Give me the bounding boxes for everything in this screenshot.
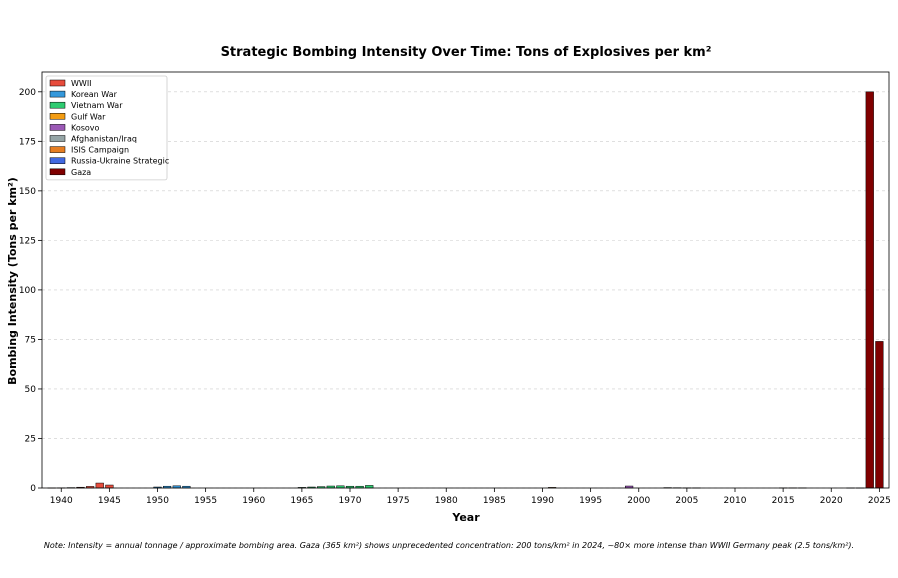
x-tick-label: 1945: [98, 496, 121, 506]
x-tick-label: 1970: [339, 496, 362, 506]
x-tick-label: 1990: [531, 496, 554, 506]
grid: [42, 91, 889, 489]
x-tick-label: 1975: [387, 496, 410, 506]
x-tick-label: 2020: [820, 496, 843, 506]
x-tick-label: 2000: [627, 496, 650, 506]
legend-swatch: [49, 101, 66, 109]
legend-label: Kosovo: [71, 123, 100, 132]
y-tick-label: 100: [19, 286, 36, 296]
y-tick-label: 50: [25, 385, 37, 395]
legend-label: Gaza: [71, 168, 91, 177]
footnote: Note: Intensity = annual tonnage / appro…: [43, 541, 855, 550]
legend-label: Korean War: [71, 90, 118, 99]
x-tick-label: 1960: [242, 496, 265, 506]
legend-swatch: [49, 124, 66, 131]
bar-gaza-2024: [865, 91, 874, 489]
legend: WWII Korean War Vietnam War Gulf War Kosovo A…: [45, 75, 169, 181]
x-tick-label: 1995: [579, 496, 602, 506]
legend-box: [45, 75, 168, 181]
x-tick-label: 1985: [483, 496, 506, 506]
y-tick-label: 75: [25, 335, 36, 345]
x-tick-label: 1940: [50, 496, 73, 506]
legend-label: WWII: [71, 79, 92, 88]
y-tick-label: 0: [30, 484, 36, 494]
x-tick-label: 1965: [290, 496, 313, 506]
legend-swatch: [49, 79, 66, 87]
legend-swatch: [49, 135, 66, 142]
legend-label: Afghanistan/Iraq: [71, 135, 137, 144]
y-tick-label: 125: [19, 236, 36, 246]
legend-label: ISIS Campaign: [71, 146, 129, 155]
plot-frame: [41, 71, 890, 489]
x-axis-ticks: 1940 1945 1950 1955 1960 1965 1970 1975 1980 1985…: [50, 488, 891, 506]
legend-swatch: [49, 168, 66, 176]
legend-label: Gulf War: [71, 112, 106, 121]
bar-gaza-2025: [875, 341, 884, 489]
y-tick-label: 200: [19, 88, 36, 98]
y-tick-label: 25: [25, 434, 36, 444]
legend-swatch: [49, 90, 66, 98]
x-tick-label: 2005: [675, 496, 698, 506]
y-axis-label: Bombing Intensity (Tons per km²): [6, 177, 19, 385]
legend-swatch: [49, 157, 66, 164]
legend-label: Russia-Ukraine Strategic: [71, 157, 169, 166]
y-tick-label: 175: [19, 137, 36, 147]
y-axis-ticks: 0 25 50 75 100 125 150 175 200: [19, 88, 42, 494]
x-tick-label: 2010: [724, 496, 747, 506]
legend-swatch: [49, 146, 66, 153]
x-tick-label: 1980: [435, 496, 458, 506]
x-tick-label: 2015: [772, 496, 795, 506]
legend-label: Vietnam War: [71, 101, 123, 110]
x-tick-label: 1950: [146, 496, 169, 506]
x-axis-label: Year: [451, 511, 480, 524]
bar-wwii-1944: [95, 482, 104, 489]
y-tick-label: 150: [19, 187, 36, 197]
x-tick-label: 2025: [868, 496, 891, 506]
chart-title: Strategic Bombing Intensity Over Time: T…: [221, 45, 712, 60]
legend-swatch: [49, 113, 66, 120]
x-tick-label: 1955: [194, 496, 217, 506]
bar-wwii-1945: [105, 484, 114, 489]
